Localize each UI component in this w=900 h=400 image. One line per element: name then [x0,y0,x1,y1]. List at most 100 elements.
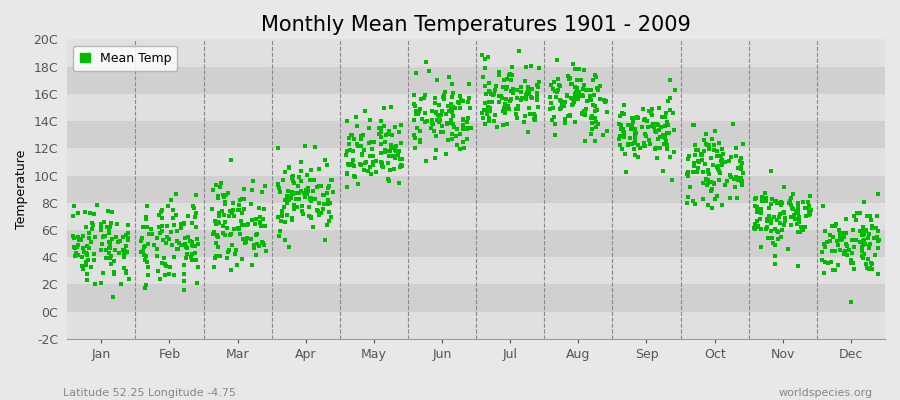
Point [230,262,244,268]
Point [518,95,533,102]
Point [563,81,578,88]
Point [119,268,133,274]
Point [136,248,150,254]
Point [821,260,835,266]
Point [612,136,626,142]
Point [215,230,230,236]
Point [377,105,392,112]
Point [94,225,109,231]
Point [152,276,166,282]
Point [443,120,457,127]
Point [627,132,642,138]
Point [158,272,172,278]
Point [544,100,558,106]
Point [253,214,267,220]
Point [351,181,365,187]
Point [842,246,856,253]
Point [801,204,815,210]
Point [285,172,300,179]
Point [567,95,581,101]
Point [210,233,224,240]
Point [803,193,817,199]
Point [869,234,884,240]
Point [87,280,102,287]
Point [144,230,158,237]
Point [357,160,372,167]
Point [729,144,743,151]
Point [837,250,851,257]
Point [276,177,291,183]
Point [574,110,589,116]
Point [765,234,779,241]
Point [637,142,652,149]
Point [798,224,813,231]
Point [364,171,378,177]
Point [99,246,113,253]
Point [790,203,805,209]
Point [690,168,705,175]
Point [176,287,191,293]
Point [350,122,365,129]
Point [117,265,131,271]
Point [567,91,581,98]
Point [584,96,598,103]
Point [278,237,293,244]
Point [754,206,769,212]
Point [503,96,517,102]
Point [514,84,528,90]
Point [292,174,306,180]
Point [155,207,169,213]
Point [574,111,589,118]
Point [653,133,668,140]
Point [84,264,98,270]
Point [824,258,838,265]
Point [509,87,524,93]
Point [661,122,675,128]
Point [715,157,729,164]
Point [392,148,406,154]
Point [643,141,657,147]
Point [74,236,88,242]
Point [519,89,534,96]
Point [340,148,355,154]
Point [86,251,101,258]
Point [502,72,517,78]
Point [374,159,388,165]
Point [518,113,532,119]
Bar [68,121,885,148]
Point [481,54,495,60]
Point [853,228,868,234]
Point [134,234,148,241]
Point [176,220,191,226]
Point [322,183,337,189]
Point [478,100,492,106]
Point [101,208,115,214]
Point [102,245,116,252]
Point [317,201,331,207]
Point [257,206,272,212]
Point [660,142,674,148]
Point [497,77,511,84]
Point [284,193,299,199]
Point [218,200,232,207]
Point [184,253,198,260]
Point [460,136,474,142]
Point [366,152,381,159]
Point [185,239,200,245]
Point [696,168,710,175]
Point [382,167,397,174]
Point [314,183,328,189]
Point [631,142,645,149]
Point [362,125,376,131]
Point [849,217,863,223]
Point [698,177,713,183]
Point [258,223,273,229]
Point [282,197,296,204]
Point [138,243,152,249]
Point [861,266,876,272]
Point [590,121,605,128]
Point [444,104,458,111]
Point [294,178,309,184]
Point [316,192,330,198]
Point [562,72,576,79]
